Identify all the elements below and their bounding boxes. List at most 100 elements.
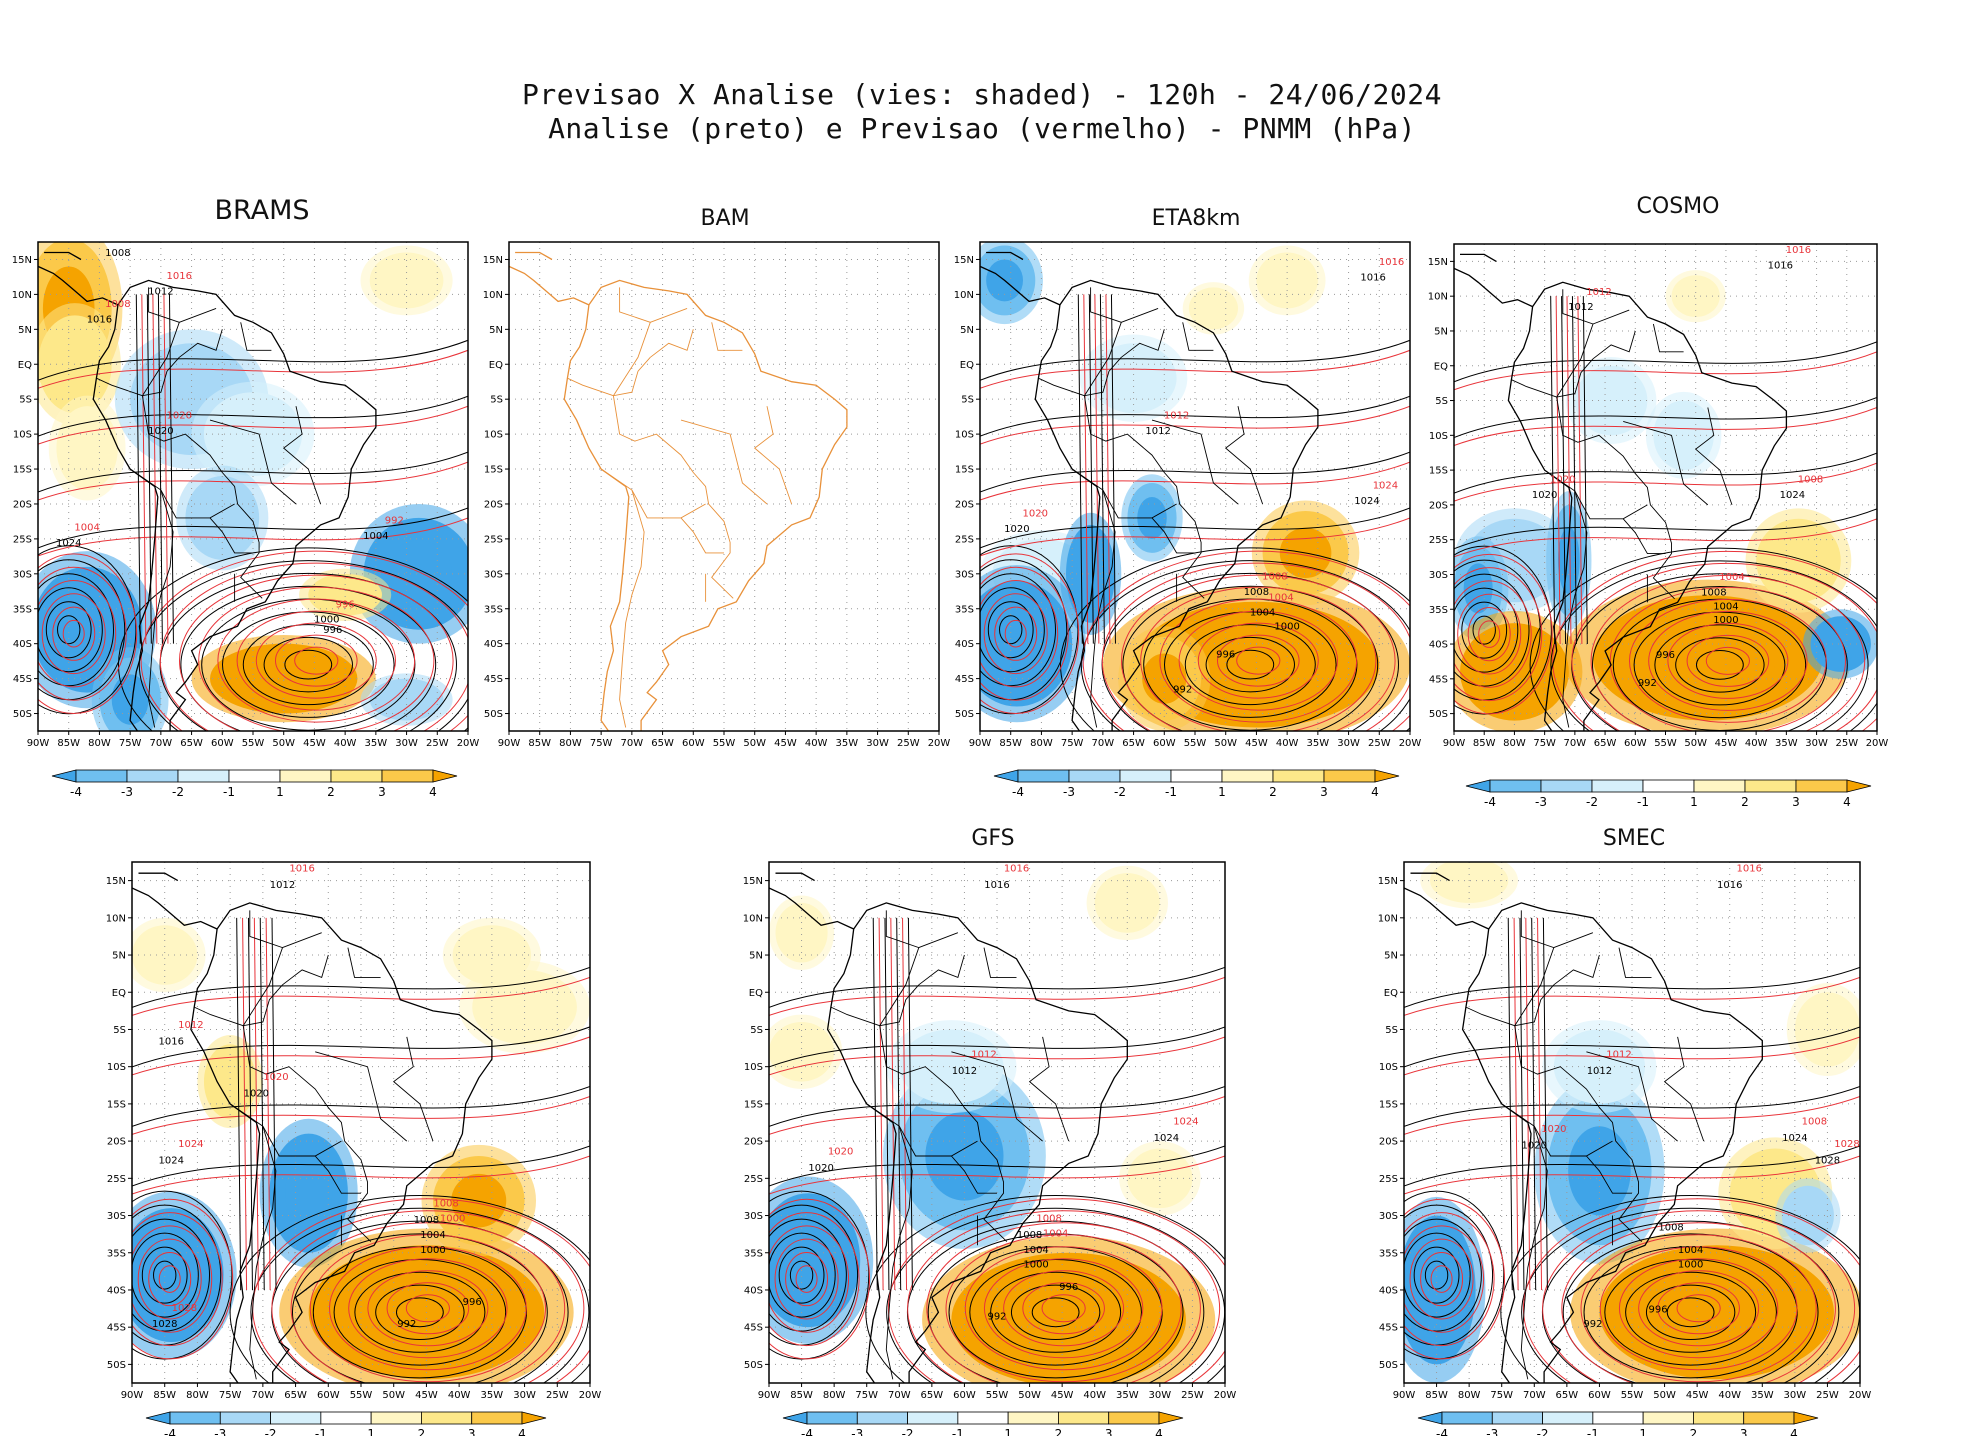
x-tick-label: 40W: [1718, 1390, 1741, 1401]
x-tick-label: 40W: [448, 1390, 471, 1401]
x-tick-label: 90W: [969, 738, 992, 749]
country-border: [209, 517, 253, 554]
colorbar-end-low: [145, 1411, 171, 1425]
isobar-label-analysis: 1024: [159, 1155, 184, 1166]
isobar-analysis: [1454, 587, 1519, 673]
x-tick-label: 50W: [272, 738, 295, 749]
x-tick-label: 30W: [1784, 1390, 1807, 1401]
isobar-analysis: [1413, 1246, 1460, 1304]
isobar-label-analysis: 1024: [56, 538, 81, 549]
andes-isobar: [168, 294, 174, 644]
isobar-forecast: [1404, 1212, 1495, 1347]
y-tick-label: 10N: [1378, 913, 1398, 924]
colorbar: -4 -3 -2 -1 1 2 3 4: [1417, 1411, 1819, 1436]
isobar-forecast: [1467, 607, 1511, 662]
country-border: [1520, 1126, 1548, 1380]
y-tick-label: 35S: [955, 604, 974, 615]
isobar-forecast: [1409, 1238, 1474, 1320]
colorbar-segment: [1592, 1411, 1644, 1425]
colorbar-label: 1: [367, 1427, 375, 1436]
colorbar-segment: [1642, 1411, 1694, 1425]
x-tick-label: 75W: [1490, 1390, 1513, 1401]
isobar-label-forecast: 1012: [124, 233, 149, 244]
x-tick-label: 35W: [1116, 1390, 1139, 1401]
isobar-forecast: [132, 1198, 234, 1360]
colorbar-label: -1: [1587, 1427, 1599, 1436]
isobar-forecast: [980, 553, 1080, 714]
isobar-label-analysis: 1016: [984, 880, 1009, 891]
country-border: [650, 307, 688, 323]
y-tick-label: 10N: [954, 290, 974, 301]
y-tick-label: 15S: [744, 1099, 763, 1110]
x-tick-label: 40W: [1745, 738, 1768, 749]
isobar-label-forecast: 992: [385, 516, 404, 527]
colorbar-label: 3: [468, 1427, 476, 1436]
country-border: [612, 357, 734, 599]
colorbar-segment: [330, 769, 383, 783]
country-border: [1592, 309, 1630, 325]
y-tick-label: 50S: [1429, 709, 1448, 720]
isobar-analysis: [38, 395, 468, 437]
isobar-forecast: [980, 566, 1069, 701]
y-tick-label: 30S: [484, 569, 503, 580]
x-tick-label: 80W: [1030, 738, 1053, 749]
x-tick-label: 75W: [119, 738, 142, 749]
bias-shade-core: [1182, 626, 1331, 703]
isobar-analysis: [1592, 586, 1848, 731]
y-tick-label: 5S: [1435, 396, 1448, 407]
isobar-label-analysis: 996: [1649, 1304, 1668, 1315]
x-tick-label: 60W: [211, 738, 234, 749]
y-tick-label: 30S: [1379, 1211, 1398, 1222]
y-tick-label: EQ: [1384, 988, 1398, 999]
y-tick-label: 30S: [744, 1211, 763, 1222]
isobar-forecast: [1454, 351, 1877, 391]
bias-shade: [775, 902, 828, 963]
country-border: [951, 1051, 1043, 1142]
x-tick-label: 55W: [1184, 738, 1207, 749]
colorbar-label: 3: [1792, 795, 1800, 809]
y-tick-label: 10S: [1429, 431, 1448, 442]
isobar-label-forecast: 1004: [1043, 1228, 1068, 1239]
isobar-forecast: [1590, 574, 1866, 731]
country-border: [1071, 468, 1177, 519]
andes-isobar: [135, 294, 141, 644]
colorbar-label: 1: [1004, 1427, 1012, 1436]
y-tick-label: 45S: [955, 674, 974, 685]
country-border: [1151, 419, 1239, 505]
isobar-forecast: [945, 1234, 1182, 1383]
colorbar-segment: [75, 769, 128, 783]
country-border: [1121, 307, 1159, 323]
colorbar-label: -4: [164, 1427, 176, 1436]
isobar-label-analysis: 1004: [1023, 1245, 1048, 1256]
isobar-analysis: [1404, 1232, 1471, 1318]
country-border: [1465, 1006, 1515, 1027]
isobar-label-analysis: 1004: [363, 531, 388, 542]
isobar-analysis: [769, 1026, 1225, 1068]
colorbar-label: -4: [1012, 785, 1024, 799]
x-tick-label: 50W: [1018, 1390, 1041, 1401]
andes-isobar: [896, 917, 902, 1290]
isobar-forecast: [1430, 1265, 1453, 1293]
isobar-label-analysis: 992: [1638, 678, 1657, 689]
bias-shade: [1094, 873, 1160, 933]
country-border: [1556, 358, 1675, 600]
isobar-label-forecast: 1016: [1379, 257, 1404, 268]
x-tick-label: 70W: [1092, 738, 1115, 749]
colorbar-label: 4: [1155, 1427, 1163, 1436]
andes-isobar: [890, 917, 896, 1290]
isobar-label-analysis: 1016: [87, 314, 112, 325]
isobar-forecast: [158, 1265, 181, 1293]
y-tick-label: 15S: [107, 1099, 126, 1110]
y-tick-label: 20S: [484, 499, 503, 510]
isobar-forecast: [1686, 634, 1770, 687]
colorbar-label: -2: [1537, 1427, 1549, 1436]
isobar-analysis: [865, 1195, 1225, 1383]
isobar-forecast: [1638, 1270, 1760, 1347]
isobar-forecast: [887, 1198, 1225, 1383]
isobar-label-analysis: 1012: [270, 880, 295, 891]
isobar-forecast: [38, 580, 117, 688]
x-tick-label: 20W: [1399, 738, 1422, 749]
isobar-analysis: [138, 560, 468, 731]
isobar-forecast: [1236, 646, 1281, 675]
